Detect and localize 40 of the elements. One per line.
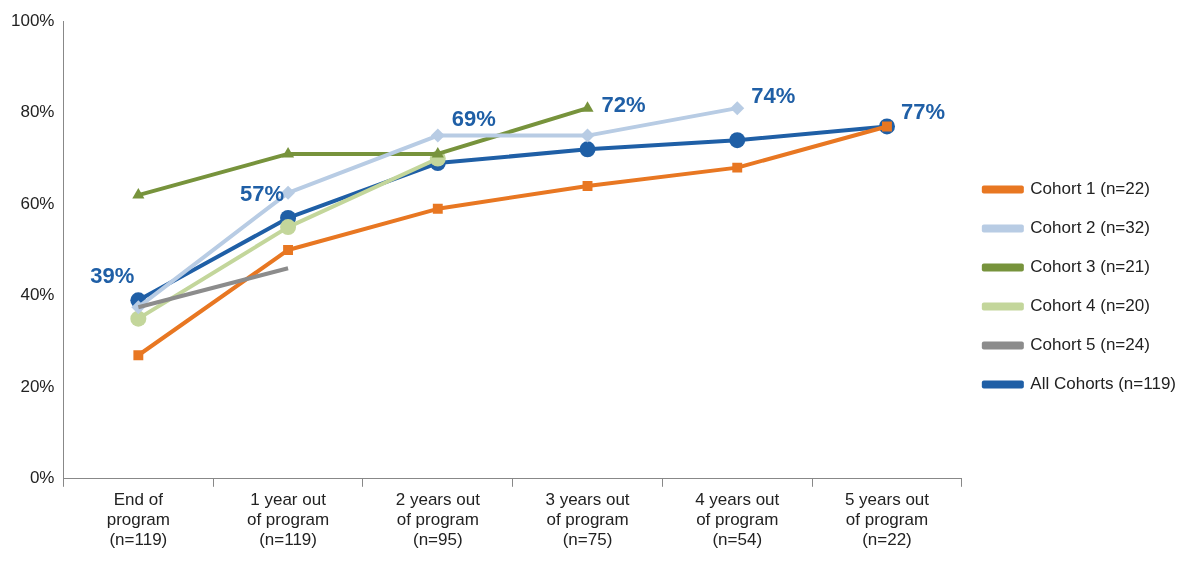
- point: [282, 146, 295, 158]
- y-tick-label: 40%: [20, 285, 55, 305]
- point: [283, 245, 294, 255]
- point: [133, 350, 144, 361]
- point: [579, 141, 596, 158]
- data-label: 39%: [90, 263, 135, 289]
- legend-label: All Cohorts (n=119): [1030, 374, 1176, 394]
- x-tick-label: 3 years out of program (n=75): [545, 489, 630, 550]
- x-tick-label: 4 years out of program (n=54): [695, 489, 780, 550]
- data-label: 77%: [900, 98, 946, 124]
- point: [132, 188, 145, 199]
- point: [431, 146, 444, 158]
- x-tick-label: 1 year out of program (n=119): [246, 489, 330, 550]
- legend-label: Cohort 5 (n=24): [1030, 335, 1150, 355]
- point: [580, 128, 595, 143]
- point: [280, 219, 297, 236]
- data-label: 72%: [601, 92, 646, 118]
- legend-label: Cohort 4 (n=20): [1030, 296, 1150, 316]
- point: [430, 128, 445, 143]
- point: [729, 132, 746, 149]
- point: [730, 101, 745, 116]
- legend-label: Cohort 3 (n=21): [1030, 257, 1150, 277]
- data-label: 74%: [751, 83, 796, 109]
- y-tick-label: 20%: [20, 376, 55, 396]
- x-tick-label: End of program (n=119): [106, 489, 170, 550]
- legend-label: Cohort 1 (n=22): [1030, 179, 1150, 199]
- data-label: 57%: [240, 181, 285, 207]
- point: [581, 101, 594, 112]
- point: [130, 310, 147, 327]
- data-label: 69%: [451, 106, 496, 132]
- y-tick-label: 60%: [20, 193, 55, 213]
- point: [432, 203, 443, 214]
- point: [732, 162, 743, 173]
- y-tick-label: 80%: [20, 102, 55, 122]
- legend-label: Cohort 2 (n=32): [1030, 218, 1150, 238]
- y-tick-label: 100%: [11, 10, 55, 30]
- y-tick-label: 0%: [29, 468, 55, 488]
- x-tick-label: 2 years out of program (n=95): [395, 489, 481, 550]
- x-tick-label: 5 years out of program (n=22): [844, 489, 930, 550]
- point: [582, 180, 593, 191]
